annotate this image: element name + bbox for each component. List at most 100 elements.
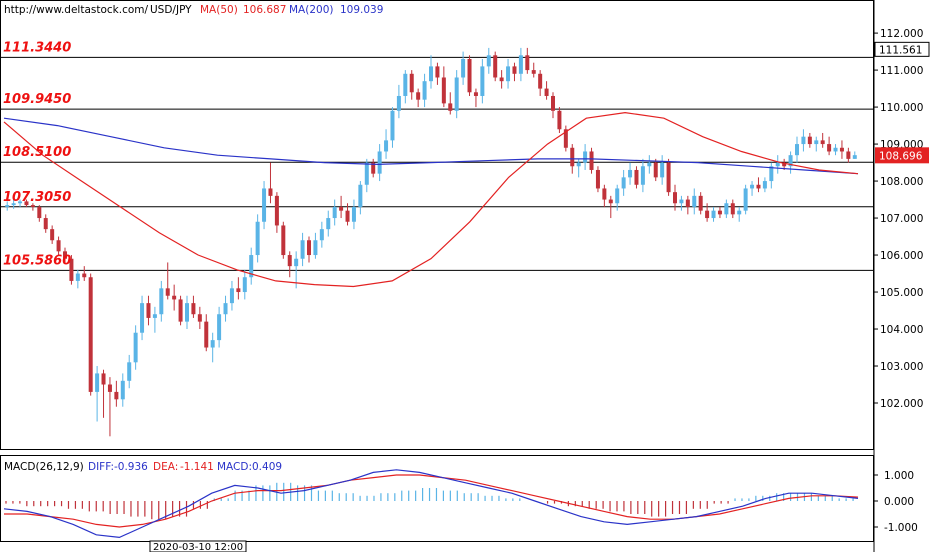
price-tick-label: 108.000	[880, 176, 923, 188]
candle-body	[679, 199, 684, 204]
candle-body	[307, 240, 311, 256]
candle-body	[30, 205, 35, 207]
candle-body	[120, 380, 125, 400]
dea-line	[4, 474, 859, 528]
dea-value: -1.141	[180, 461, 214, 473]
macd-axis: 1.000 0.000 -1.000	[874, 470, 918, 534]
candle-body	[69, 258, 74, 281]
candle-body	[140, 303, 145, 333]
price-tick-label: 111.000	[880, 65, 923, 77]
macd-histogram	[5, 482, 854, 520]
candle-body	[204, 321, 209, 348]
candle-body	[608, 199, 613, 204]
candle-body	[538, 73, 543, 89]
candle-body	[75, 273, 80, 281]
candle-body	[756, 184, 761, 189]
macd-tick-label: 1.000	[884, 470, 914, 482]
candle-body	[518, 55, 523, 74]
price-markers: 111.561 108.696	[874, 41, 930, 164]
macd-title: MACD(26,12,9)	[4, 461, 84, 473]
candle-body	[249, 255, 254, 278]
date-marker: 2020-03-10 12:00	[153, 542, 243, 552]
candle-body	[88, 277, 93, 392]
candle-body	[255, 221, 260, 256]
ma50-value: 106.687	[243, 4, 286, 16]
candle-body	[467, 58, 472, 93]
candle-body	[473, 92, 478, 96]
candle-body	[159, 288, 164, 315]
level-labels: 111.3440 109.9450 108.5100 107.3050 105.5860	[3, 40, 71, 268]
candle-body	[525, 55, 530, 71]
candle-body	[396, 95, 401, 111]
site-url[interactable]: http://www.deltastock.com/	[4, 4, 149, 16]
candle-body	[319, 229, 324, 241]
candle-body	[262, 188, 267, 222]
candle-body	[191, 303, 196, 315]
level-label: 107.3050	[3, 190, 71, 205]
candle-body	[217, 314, 222, 341]
level-label: 108.5100	[3, 145, 71, 160]
candle-body	[576, 162, 581, 167]
candle-body	[852, 155, 857, 159]
candle-body	[570, 147, 575, 167]
candle-body	[107, 384, 112, 392]
price-tick-label: 112.000	[880, 28, 923, 40]
candle-body	[11, 203, 16, 206]
candle-body	[557, 110, 562, 130]
candle-body	[782, 162, 787, 167]
candle-body	[724, 203, 729, 215]
candle-body	[416, 92, 421, 100]
candle-body	[795, 144, 799, 156]
price-marker-bg	[875, 147, 929, 164]
candle-body	[512, 66, 517, 74]
candle-body	[544, 88, 549, 96]
candlesticks	[5, 47, 857, 437]
price-marker-label: 108.696	[879, 150, 923, 162]
candle-body	[95, 373, 100, 392]
price-tick-label: 104.000	[880, 324, 923, 336]
candle-body	[133, 332, 138, 363]
candle-body	[499, 77, 504, 82]
candle-body	[448, 103, 453, 111]
candle-body	[50, 229, 55, 241]
candle-body	[827, 144, 832, 152]
candle-body	[762, 181, 767, 189]
candle-body	[18, 201, 23, 204]
candle-body	[358, 184, 363, 207]
candle-body	[165, 288, 170, 296]
candle-body	[287, 255, 292, 267]
candle-body	[326, 218, 331, 230]
candle-body	[210, 340, 215, 348]
candle-body	[551, 95, 555, 111]
candle-body	[660, 162, 665, 178]
candle-body	[5, 205, 10, 207]
candle-body	[56, 240, 61, 252]
candle-body	[602, 188, 607, 200]
candle-body	[788, 155, 793, 167]
candle-body	[531, 70, 536, 74]
candle-body	[185, 303, 189, 322]
candle-body	[114, 391, 119, 400]
candle-body	[332, 206, 337, 219]
candle-body	[403, 73, 408, 96]
candle-body	[493, 55, 498, 78]
symbol-label: USD/JPY	[150, 4, 192, 16]
candle-body	[737, 210, 742, 215]
ma200-label: MA(200)	[289, 4, 333, 16]
candle-body	[274, 195, 279, 226]
dea-label: DEA:	[153, 461, 178, 473]
candle-body	[647, 162, 652, 167]
candle-body	[197, 314, 202, 322]
candle-body	[589, 151, 594, 170]
candle-body	[339, 206, 344, 211]
candle-body	[82, 273, 87, 278]
macd-tick-label: -1.000	[884, 522, 918, 534]
price-tick-label: 106.000	[880, 250, 923, 262]
candle-body	[743, 188, 748, 211]
candle-body	[461, 58, 466, 78]
candle-body	[595, 169, 600, 189]
ma50-label: MA(50)	[200, 4, 238, 16]
diff-line	[3, 469, 859, 539]
